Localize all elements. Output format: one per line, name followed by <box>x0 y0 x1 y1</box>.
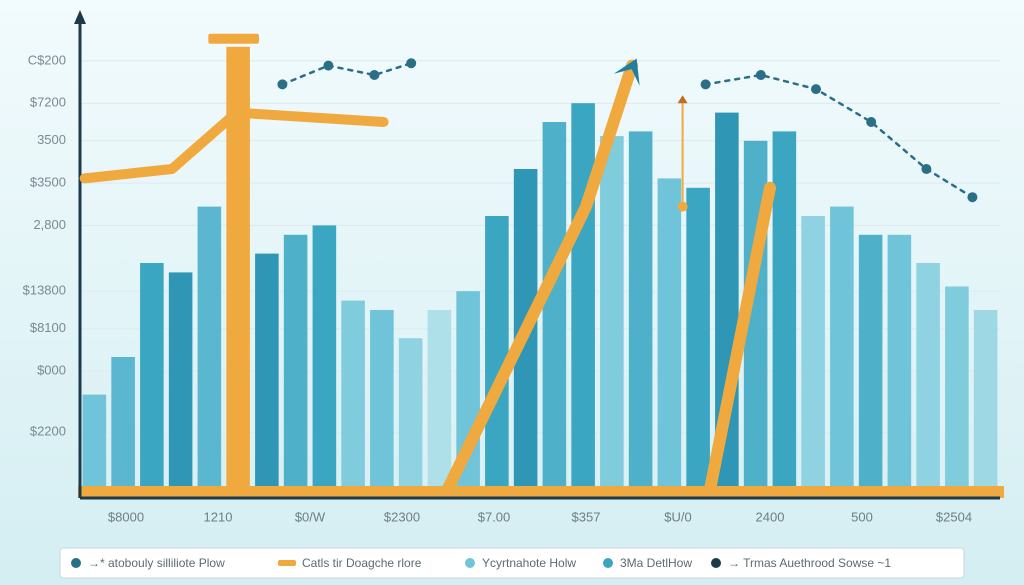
y-tick-label: $7200 <box>30 95 66 110</box>
x-tick-label: $2300 <box>384 510 420 525</box>
legend-label: → Trmas Auethrood Sowse ~1 <box>728 556 891 570</box>
bar <box>140 263 164 498</box>
bar <box>313 225 337 498</box>
y-tick-label: $2200 <box>30 424 66 439</box>
bar <box>974 310 998 498</box>
bar <box>571 103 595 498</box>
bar <box>773 131 797 498</box>
dotted-series-marker <box>369 70 379 80</box>
bar <box>600 136 624 498</box>
dotted-series-marker <box>967 192 977 202</box>
y-tick-label: $000 <box>37 363 66 378</box>
chart-svg: C$200 $7200 3500 $3500 2,800 $13800 $8100 $000 $… <box>0 0 1024 585</box>
bar <box>543 122 567 498</box>
bar <box>341 301 365 498</box>
legend-swatch <box>71 558 81 568</box>
bar <box>945 287 969 499</box>
chart-container: C$200 $7200 3500 $3500 2,800 $13800 $8100 $000 $… <box>0 0 1024 585</box>
x-tick-label: $8000 <box>108 510 144 525</box>
legend-label: Ycyrtnahote Holw <box>482 556 576 570</box>
bar <box>801 216 825 498</box>
bar <box>284 235 308 498</box>
bar <box>888 235 912 498</box>
dotted-series-marker <box>811 84 821 94</box>
legend-swatch <box>711 558 721 568</box>
bar <box>399 338 423 498</box>
bar <box>916 263 940 498</box>
y-tick-label: C$200 <box>28 52 66 67</box>
x-tick-label: $U/0 <box>664 510 691 525</box>
x-tick-label: 500 <box>851 510 873 525</box>
x-axis-baseline <box>78 486 1004 498</box>
bar <box>428 310 452 498</box>
bar <box>370 310 394 498</box>
legend-label: 3Ma DetlHow <box>620 556 692 570</box>
bar <box>169 272 193 498</box>
bar <box>83 395 107 498</box>
bar <box>198 207 222 498</box>
y-tick-label: $13800 <box>23 283 66 298</box>
x-tick-label: $2504 <box>936 510 972 525</box>
dotted-series-marker <box>756 70 766 80</box>
y-tick-label: 2,800 <box>33 217 66 232</box>
bar <box>686 188 710 498</box>
legend-swatch <box>278 560 296 566</box>
x-tick-label: $357 <box>572 510 601 525</box>
vertical-marker-dot <box>678 202 688 212</box>
dotted-series-marker <box>921 164 931 174</box>
bar <box>629 131 653 498</box>
bar <box>485 216 509 498</box>
orange-post-cap <box>208 34 259 44</box>
y-tick-label: 3500 <box>37 132 66 147</box>
dotted-series-marker <box>277 79 287 89</box>
bar <box>255 254 279 498</box>
bar <box>859 235 883 498</box>
bar <box>658 178 682 498</box>
x-tick-label: 2400 <box>756 510 785 525</box>
dotted-series-marker <box>866 117 876 127</box>
bar <box>830 207 854 498</box>
dotted-series-marker <box>406 58 416 68</box>
legend-swatch <box>603 558 613 568</box>
x-tick-label: $0/W <box>295 510 326 525</box>
y-tick-label: $3500 <box>30 175 66 190</box>
y-tick-label: $8100 <box>30 320 66 335</box>
legend-swatch <box>465 558 475 568</box>
dotted-series-marker <box>701 79 711 89</box>
x-tick-label: $7.00 <box>478 510 511 525</box>
legend-label: →* atobouly silliliote Plow <box>88 556 225 570</box>
dotted-series-marker <box>323 61 333 71</box>
legend-label: Catls tir Doagche rlore <box>302 556 422 570</box>
x-tick-label: 1210 <box>204 510 233 525</box>
bar <box>111 357 135 498</box>
